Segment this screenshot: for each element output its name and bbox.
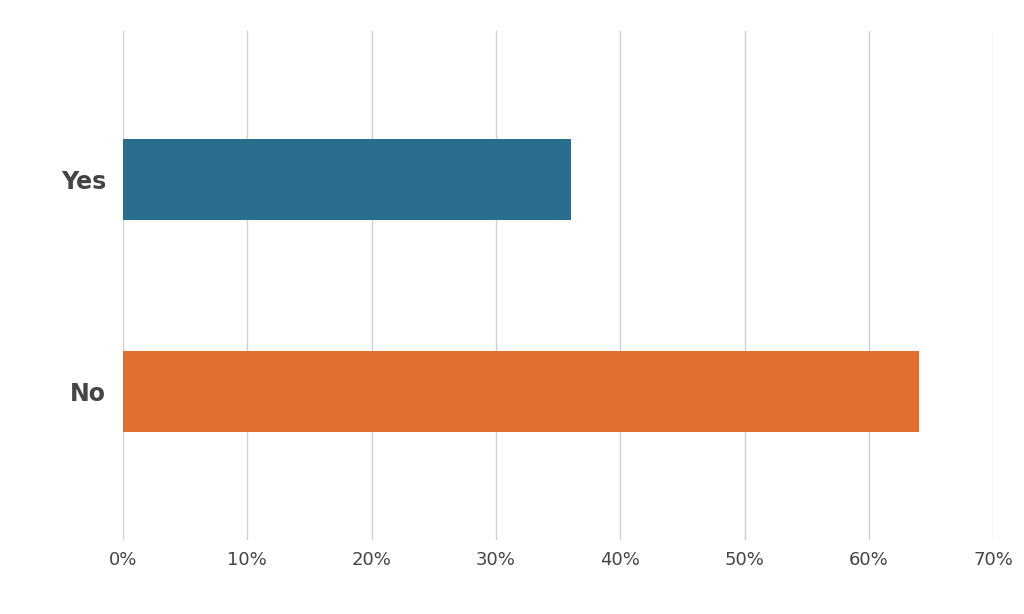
Bar (123, 139, 570, 220)
Bar (123, 351, 919, 432)
